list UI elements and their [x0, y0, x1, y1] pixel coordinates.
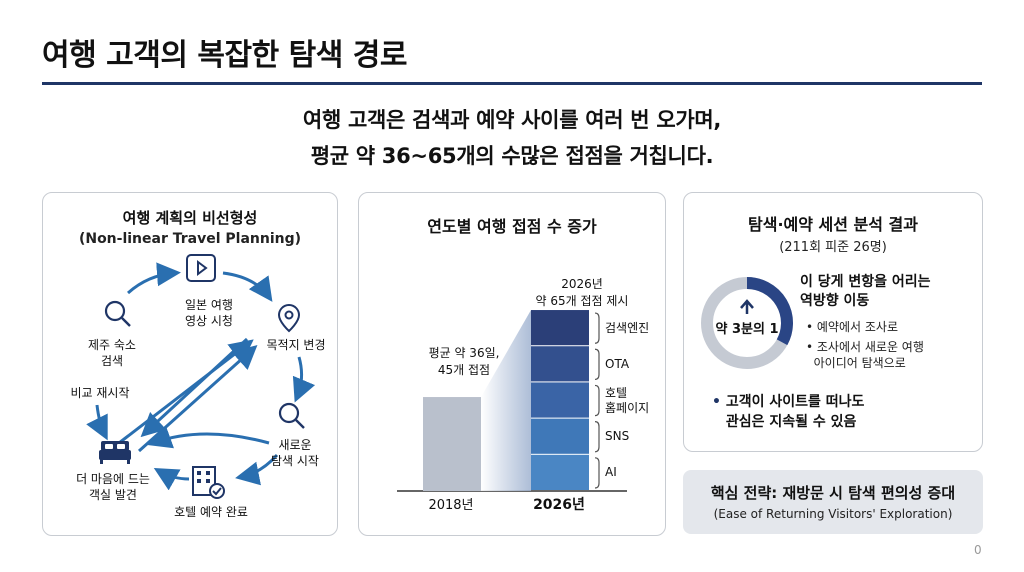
- segment-brace: [594, 312, 600, 344]
- node-search-label: 제주 숙소 검색: [88, 338, 136, 368]
- session-bullet: • 고객이 사이트를 떠나도 관심은 지속될 수 있음: [712, 392, 864, 432]
- node-compare: 비교 재시작: [55, 385, 145, 401]
- donut-fill: [746, 277, 793, 346]
- arrow-destination-to-room: [140, 337, 249, 438]
- donut-chart: [701, 277, 793, 369]
- bar-connector: [481, 310, 531, 491]
- x-tick-2026: 2026년: [533, 497, 585, 513]
- play-icon: [186, 254, 216, 282]
- arrow-compare-to-room: [86, 404, 108, 441]
- node-destination-label: 목적지 변경: [266, 338, 326, 352]
- donut-label: 약 3분의 1: [715, 322, 779, 337]
- node-destination: 목적지 변경: [255, 337, 337, 353]
- subtitle-line-1: 여행 고객은 검색과 예약 사이를 여러 번 오가며,: [302, 108, 722, 132]
- node-compare-label: 비교 재시작: [70, 386, 130, 400]
- hotel-check-icon: [192, 466, 225, 499]
- node-better-room: 더 마음에 드는 객실 발견: [65, 471, 161, 503]
- bar-2018: [423, 397, 481, 491]
- bar-2026-segments: [531, 310, 589, 490]
- bar-2026-label: 2026년 약 65개 접점 제시: [507, 259, 657, 310]
- strategy-sub: (Ease of Returning Visitors' Exploration…: [713, 507, 953, 521]
- session-panel: 탐색·예약 세션 분석 결과 (211회 피준 26명): [683, 192, 983, 452]
- segment-braces: [594, 312, 600, 489]
- segment-label: 검색엔진: [605, 320, 650, 335]
- x-tick-2018: 2018년: [428, 498, 474, 513]
- session-title: 탐색·예약 세션 분석 결과: [748, 215, 918, 234]
- bar-2026-segment: [531, 310, 589, 346]
- page-title: 여행 고객의 복잡한 탐색 경로: [42, 38, 407, 73]
- bar-2026-segment: [531, 346, 589, 382]
- node-new-search: 새로운 탐색 시작: [255, 437, 335, 469]
- page-subtitle: 여행 고객은 검색과 예약 사이를 여러 번 오가며, 평균 약 36~65개의…: [0, 102, 1024, 174]
- touchpoint-panel: 연도별 여행 접점 수 증가 평균 약 36일, 45개 접점 2026년 약 …: [358, 192, 666, 536]
- insight-item-2: • 조사에서 새로운 여행 아이디어 탐색으로: [806, 340, 924, 370]
- node-search: 제주 숙소 검색: [77, 337, 147, 369]
- bed-icon: [99, 441, 131, 464]
- segment-label: SNS: [605, 429, 630, 444]
- magnifier-icon: [278, 402, 305, 429]
- arrow-video-to-destination: [222, 271, 273, 302]
- node-better-room-label: 더 마음에 드는 객실 발견: [76, 472, 150, 502]
- insight-item-1: • 예약에서 조사로: [806, 320, 898, 334]
- bar-2018-label: 평균 약 36일, 45개 접점: [428, 346, 500, 377]
- segment-label: 호텔 홈페이지: [605, 385, 650, 415]
- title-divider: [42, 82, 982, 85]
- magnifier-icon: [104, 300, 131, 327]
- planning-subtitle: (Non-linear Travel Planning): [78, 231, 302, 247]
- segment-label: AI: [605, 465, 617, 480]
- subtitle-line-2: 평균 약 36~65개의 수많은 접점을 거칩니다.: [310, 144, 714, 168]
- planning-diagram: [86, 254, 316, 499]
- map-pin-icon: [277, 303, 301, 333]
- segment-brace: [594, 457, 600, 489]
- bullet-dot-icon: •: [712, 394, 721, 410]
- touchpoint-title: 연도별 여행 접점 수 증가: [427, 217, 597, 236]
- arrow-booking-to-room: [153, 468, 190, 491]
- segment-brace: [594, 384, 600, 417]
- session-subtitle: (211회 피준 26명): [779, 240, 887, 255]
- planning-title: 여행 계획의 비선형성: [122, 209, 258, 227]
- strategy-box: 핵심 전략: 재방문 시 탐색 편의성 증대 (Ease of Returnin…: [683, 470, 983, 534]
- segment-label: OTA: [605, 356, 630, 371]
- bar-2026-segment: [531, 454, 589, 490]
- strategy-main: 핵심 전략: 재방문 시 탐색 편의성 증대: [710, 484, 956, 502]
- arrow-up-icon: [740, 299, 754, 314]
- planning-panel: 여행 계획의 비선형성 (Non-linear Travel Planning): [42, 192, 338, 536]
- segment-brace: [594, 348, 600, 381]
- touchpoint-chart: [397, 310, 627, 492]
- session-bullet-text: 고객이 사이트를 떠나도 관심은 지속될 수 있음: [725, 394, 865, 430]
- node-booking: 호텔 예약 완료: [161, 504, 261, 520]
- page-number: 0: [974, 543, 982, 557]
- bar-2026-segment: [531, 418, 589, 454]
- arrow-newsearch-to-room: [147, 425, 270, 449]
- bar-2026-label-text: 2026년 약 65개 접점 제시: [535, 277, 629, 308]
- node-booking-label: 호텔 예약 완료: [174, 505, 248, 519]
- bar-2026-segment: [531, 382, 589, 418]
- arrow-destination-to-newsearch: [292, 356, 316, 403]
- node-video-label: 일본 여행 영상 시청: [185, 298, 233, 328]
- node-video: 일본 여행 영상 시청: [167, 297, 251, 329]
- segment-brace: [594, 421, 600, 453]
- arrow-newsearch-to-booking: [235, 454, 279, 486]
- node-new-search-label: 새로운 탐색 시작: [271, 438, 319, 468]
- insight-title: 이 당게 변항을 어리는 역방향 이동: [800, 274, 931, 309]
- arrow-search-to-video: [126, 262, 181, 295]
